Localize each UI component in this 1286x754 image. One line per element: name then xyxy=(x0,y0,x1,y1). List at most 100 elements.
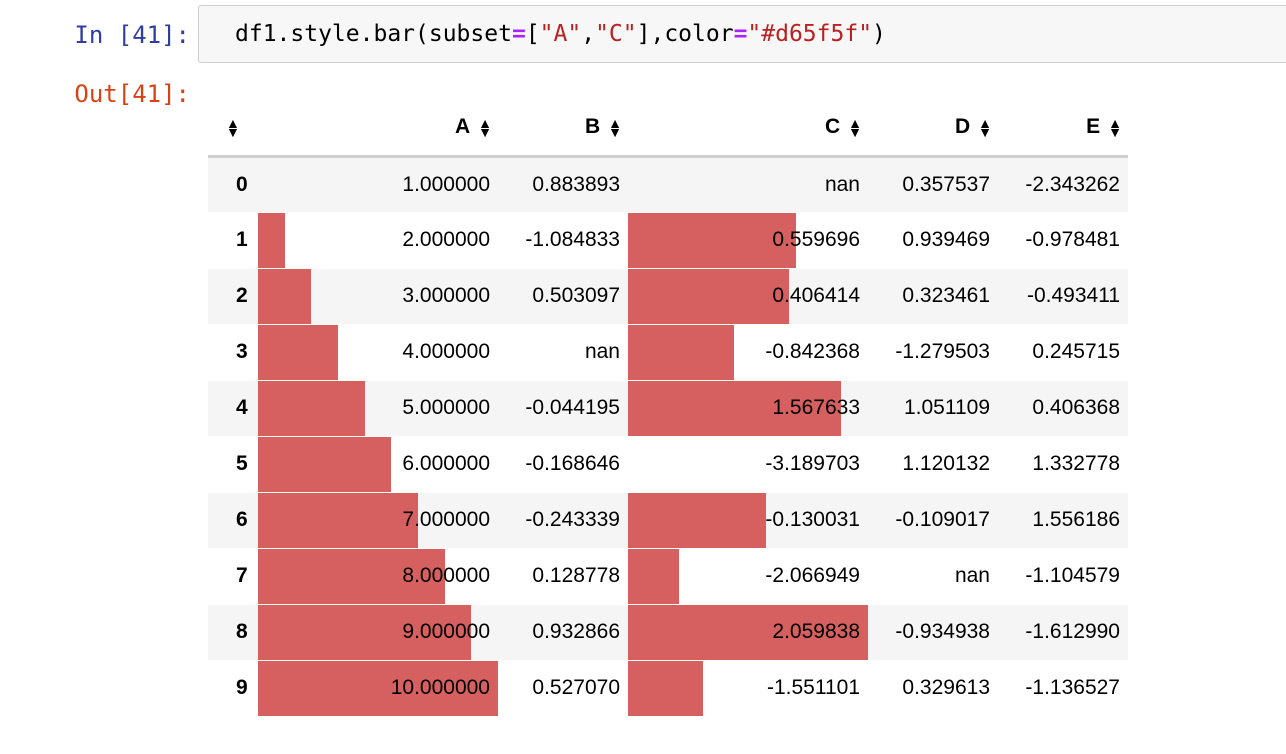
cell-value: 1.120132 xyxy=(902,452,990,475)
cell-e: -2.343262 xyxy=(998,155,1128,212)
index-header[interactable]: ▲ ▼ xyxy=(208,100,258,158)
table-body: 0 1.000000 0.883893 nan 0.357537 -2.343262 1 2.… xyxy=(208,155,1128,716)
sort-both-icon[interactable]: ▲ ▼ xyxy=(978,115,992,140)
column-header-b[interactable]: B ▲ ▼ xyxy=(498,100,628,158)
cell-a: 4.000000 xyxy=(258,323,498,380)
code-string: "#d65f5f" xyxy=(747,21,873,47)
cell-a: 7.000000 xyxy=(258,491,498,548)
code-string: "C" xyxy=(595,21,637,47)
code-input-cell[interactable]: df1.style.bar(subset=["A","C"],color="#d… xyxy=(198,5,1286,63)
cell-value: 6.000000 xyxy=(402,452,490,475)
column-header-d[interactable]: D ▲ ▼ xyxy=(868,100,998,158)
sort-both-icon[interactable]: ▲ ▼ xyxy=(478,115,492,140)
cell-c: 1.567633 xyxy=(628,379,868,436)
cell-value: 1.000000 xyxy=(402,172,490,196)
cell-d: -1.279503 xyxy=(868,323,998,380)
cell-value: 0.128778 xyxy=(532,564,620,587)
cell-e: -1.612990 xyxy=(998,603,1128,660)
data-bar xyxy=(258,436,391,492)
cell-value: -0.978481 xyxy=(1025,228,1120,251)
cell-value: 1.556186 xyxy=(1032,508,1120,531)
row-index: 8 xyxy=(208,603,258,660)
cell-c: 0.406414 xyxy=(628,267,868,324)
data-bar xyxy=(628,268,789,324)
cell-b: nan xyxy=(498,323,628,380)
cell-e: 1.556186 xyxy=(998,491,1128,548)
sort-both-icon[interactable]: ▲ ▼ xyxy=(848,115,862,140)
cell-a: 6.000000 xyxy=(258,435,498,492)
cell-value: -1.612990 xyxy=(1025,620,1120,643)
cell-value: 1.567633 xyxy=(772,396,860,419)
cell-value: 0.939469 xyxy=(902,228,990,251)
cell-b: -0.243339 xyxy=(498,491,628,548)
code-operator: = xyxy=(733,21,748,47)
cell-value: -0.243339 xyxy=(525,508,620,531)
data-bar xyxy=(258,268,311,324)
cell-a: 5.000000 xyxy=(258,379,498,436)
cell-a: 3.000000 xyxy=(258,267,498,324)
table-row: 5 6.000000 -0.168646 -3.189703 1.120132 1.332… xyxy=(208,435,1128,492)
cell-b: 0.128778 xyxy=(498,547,628,604)
cell-e: -0.493411 xyxy=(998,267,1128,324)
cell-d: 0.323461 xyxy=(868,267,998,324)
cell-value: 3.000000 xyxy=(402,284,490,307)
cell-value: -0.842368 xyxy=(765,340,860,363)
cell-value: 0.357537 xyxy=(902,172,990,196)
table-row: 1 2.000000 -1.084833 0.559696 0.939469 -0.978… xyxy=(208,211,1128,268)
data-bar xyxy=(628,212,796,268)
sort-both-icon[interactable]: ▲ ▼ xyxy=(608,115,622,140)
data-bar xyxy=(628,548,679,604)
column-header-e[interactable]: E ▲ ▼ xyxy=(998,100,1128,158)
cell-value: 2.000000 xyxy=(402,228,490,251)
cell-e: 0.245715 xyxy=(998,323,1128,380)
column-header-a[interactable]: A ▲ ▼ xyxy=(258,100,498,158)
cell-a: 2.000000 xyxy=(258,211,498,268)
cell-value: -0.130031 xyxy=(765,508,860,531)
cell-value: -2.343262 xyxy=(1025,172,1120,196)
data-bar xyxy=(628,604,868,660)
code-token: ) xyxy=(872,21,886,47)
table-row: 3 4.000000 nan -0.842368 -1.279503 0.245715 xyxy=(208,323,1128,380)
cell-e: 0.406368 xyxy=(998,379,1128,436)
cell-value: 1.051109 xyxy=(903,396,990,419)
data-bar xyxy=(258,492,418,548)
cell-d: 1.120132 xyxy=(868,435,998,492)
code-token: , xyxy=(581,21,596,47)
cell-value: 5.000000 xyxy=(402,396,490,419)
cell-value: 7.000000 xyxy=(402,508,490,531)
row-index: 2 xyxy=(208,267,258,324)
cell-value: 0.883893 xyxy=(532,172,620,196)
cell-value: 0.503097 xyxy=(532,284,620,307)
column-header-c[interactable]: C ▲ ▼ xyxy=(628,100,868,158)
output-prompt: Out[41]: xyxy=(74,80,190,108)
cell-b: 0.503097 xyxy=(498,267,628,324)
cell-value: 0.329613 xyxy=(902,676,990,700)
cell-c: 0.559696 xyxy=(628,211,868,268)
cell-c: -0.130031 xyxy=(628,491,868,548)
cell-d: nan xyxy=(868,547,998,604)
cell-c: -1.551101 xyxy=(628,659,868,716)
cell-value: -1.084833 xyxy=(525,228,620,251)
cell-d: 0.329613 xyxy=(868,659,998,716)
row-index: 4 xyxy=(208,379,258,436)
data-bar xyxy=(258,212,285,268)
dataframe-table: ▲ ▼ A ▲ ▼ B ▲ ▼ C ▲ ▼ D ▲ ▼ E ▲ ▼ 0 1.000000 0.883893 nan 0.… xyxy=(208,100,1128,716)
cell-value: -0.044195 xyxy=(525,396,620,419)
cell-value: 10.000000 xyxy=(390,676,490,700)
cell-c: -3.189703 xyxy=(628,435,868,492)
column-header-label: D xyxy=(954,115,971,139)
cell-value: nan xyxy=(824,172,860,196)
cell-value: 0.406414 xyxy=(772,284,860,307)
sort-both-icon[interactable]: ▲ ▼ xyxy=(1108,115,1122,140)
header-row: ▲ ▼ A ▲ ▼ B ▲ ▼ C ▲ ▼ D ▲ ▼ E ▲ ▼ xyxy=(208,100,1128,158)
sort-both-icon[interactable]: ▲ ▼ xyxy=(226,115,240,140)
cell-value: nan xyxy=(954,564,990,587)
cell-value: -0.168646 xyxy=(525,452,620,475)
cell-a: 8.000000 xyxy=(258,547,498,604)
code-text[interactable]: df1.style.bar(subset=["A","C"],color="#d… xyxy=(235,21,886,47)
table-header: ▲ ▼ A ▲ ▼ B ▲ ▼ C ▲ ▼ D ▲ ▼ E ▲ ▼ xyxy=(208,100,1128,158)
data-bar xyxy=(628,380,841,436)
cell-value: 9.000000 xyxy=(402,620,490,643)
cell-value: -0.109017 xyxy=(895,508,990,531)
row-index: 5 xyxy=(208,435,258,492)
